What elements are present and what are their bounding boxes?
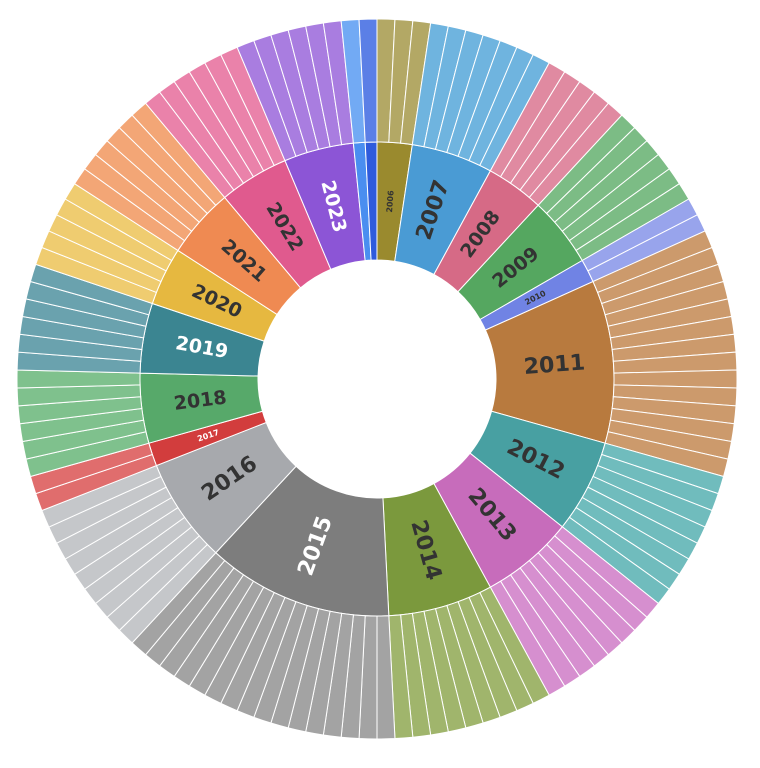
outer-segment-extra-19-1[interactable] bbox=[358, 18, 378, 143]
year-label-2006: 2006 bbox=[385, 190, 396, 213]
inner-ring bbox=[139, 141, 615, 617]
year-label-2011: 2011 bbox=[523, 350, 586, 380]
center-hole bbox=[258, 260, 496, 498]
outer-ring bbox=[16, 18, 738, 740]
